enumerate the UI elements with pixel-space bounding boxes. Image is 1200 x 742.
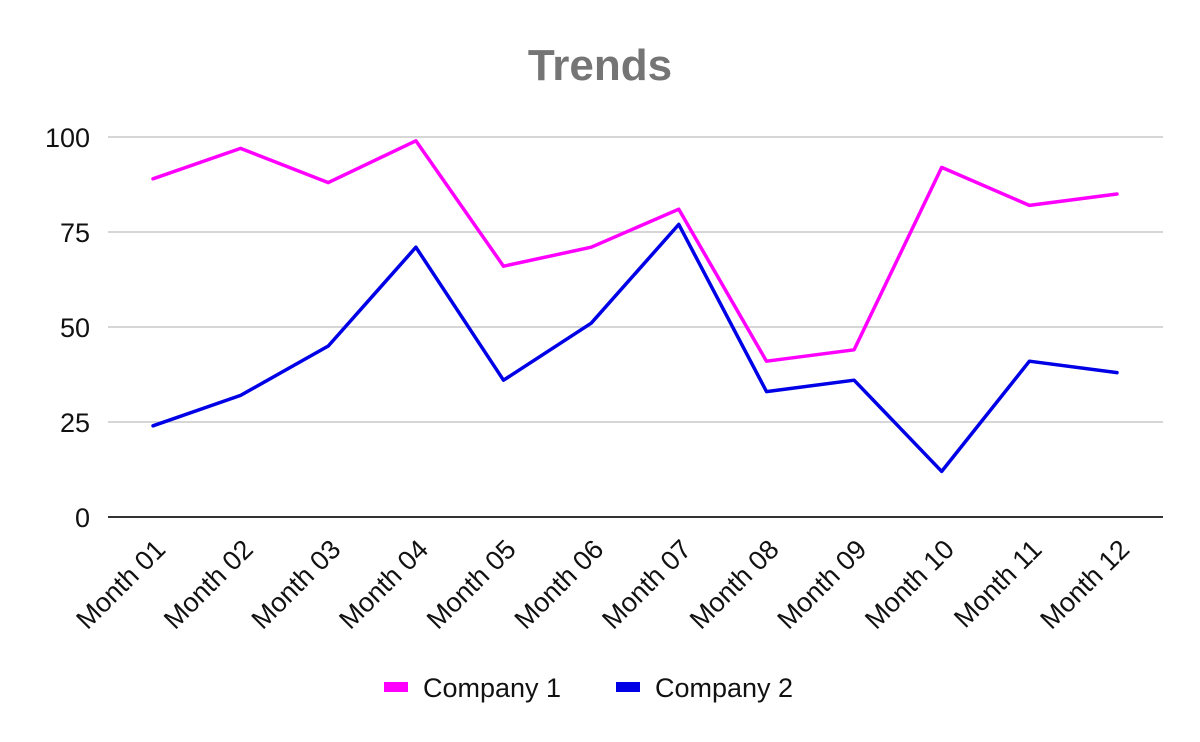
x-tick-label-4: Month 05 [421, 534, 522, 635]
y-tick-label-4: 100 [45, 123, 90, 153]
series-lines [151, 139, 1119, 474]
y-tick-label-2: 50 [60, 313, 90, 343]
y-tick-label-0: 0 [75, 503, 90, 533]
x-tick-label-3: Month 04 [333, 534, 434, 635]
legend-swatch-1 [384, 682, 408, 692]
gridlines [108, 136, 1163, 423]
x-tick-label-5: Month 06 [509, 534, 610, 635]
series-line-1 [151, 139, 1119, 363]
x-tick-label-10: Month 11 [948, 534, 1047, 633]
legend: Company 1 Company 2 [384, 673, 793, 703]
legend-swatch-2 [616, 682, 640, 692]
x-tick-label-6: Month 07 [596, 534, 697, 635]
y-tick-label-3: 75 [60, 218, 90, 248]
series-line-2 [151, 222, 1119, 474]
y-axis-ticks: 0 25 50 75 100 [45, 123, 90, 533]
x-tick-label-7: Month 08 [684, 534, 785, 635]
legend-label-2: Company 2 [655, 673, 793, 703]
legend-label-1: Company 1 [423, 673, 561, 703]
x-tick-label-2: Month 03 [246, 534, 347, 635]
x-tick-label-0: Month 01 [70, 534, 171, 635]
chart-title: Trends [528, 41, 672, 90]
x-tick-label-11: Month 12 [1034, 534, 1135, 635]
y-tick-label-1: 25 [60, 408, 90, 438]
x-tick-label-8: Month 09 [772, 534, 873, 635]
x-tick-label-9: Month 10 [859, 534, 960, 635]
x-tick-label-1: Month 02 [158, 534, 259, 635]
